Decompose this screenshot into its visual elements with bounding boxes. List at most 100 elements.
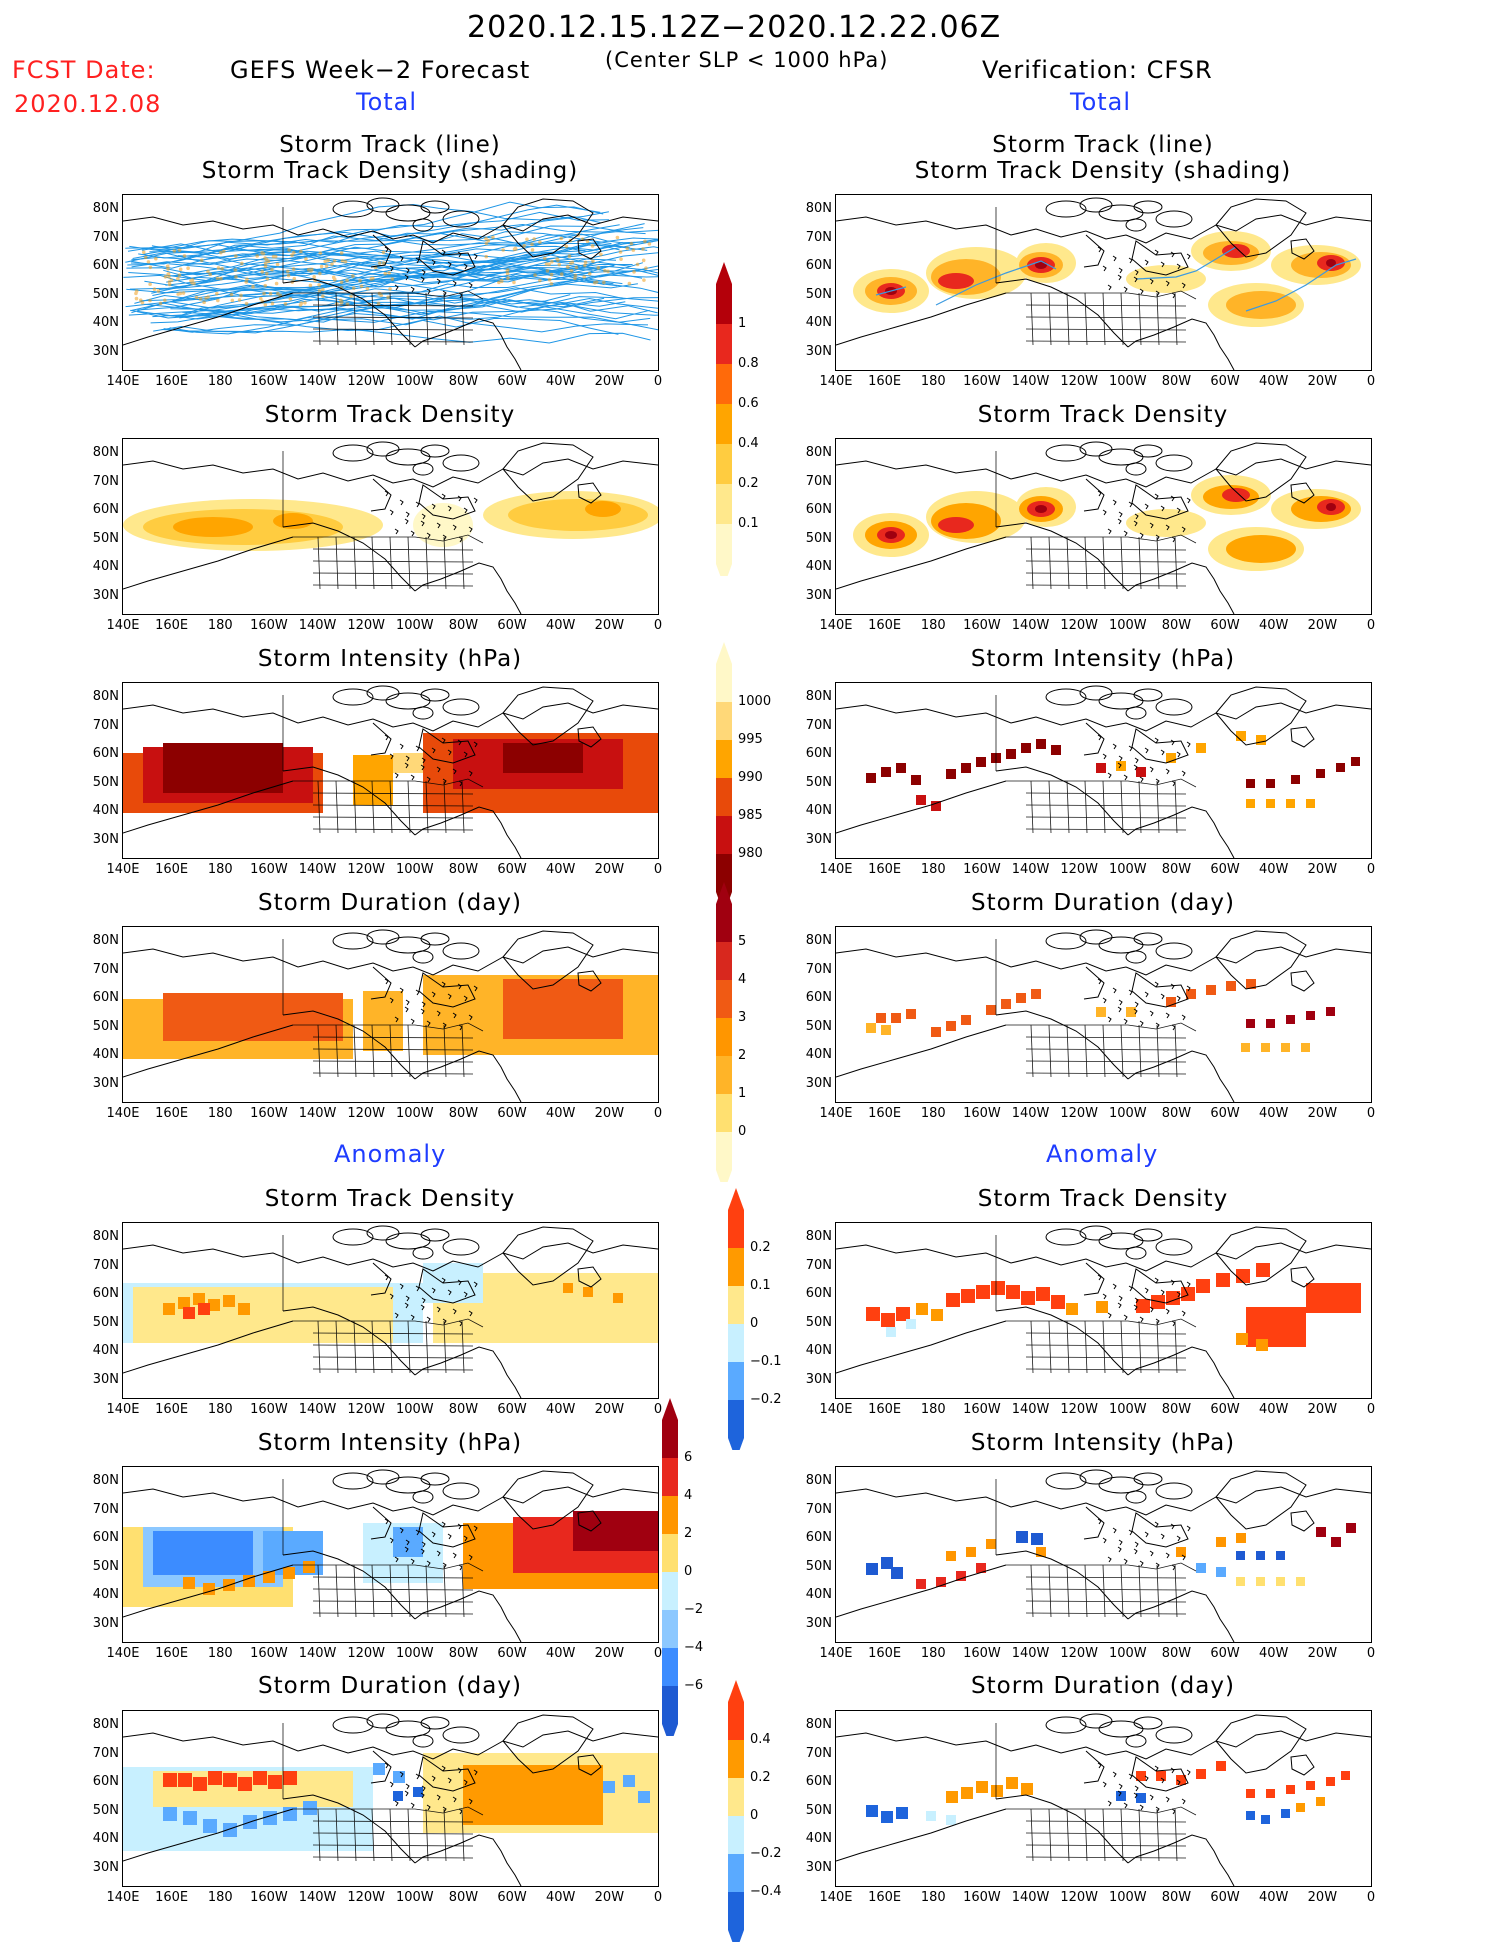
- lon-label: 140W: [1011, 1106, 1050, 1121]
- lat-label: 80N: [805, 201, 832, 216]
- map-track-verification: 80N 70N 60N 50N 40N 30N 140E 160E 180 160W 140W 120…: [806, 194, 1375, 389]
- colorbar-label: 0: [750, 1808, 759, 1823]
- lon-label: 180: [207, 1106, 233, 1121]
- colorbar-label: 1000: [738, 694, 772, 709]
- colorbar-label: −0.4: [750, 1884, 782, 1899]
- panel-title-duration-right: Storm Duration (day): [971, 890, 1235, 916]
- colorbar-label: 5: [738, 934, 747, 949]
- lat-label: 30N: [92, 1371, 119, 1387]
- lat-label: 80N: [92, 1717, 119, 1732]
- lon-label: 160W: [250, 618, 288, 633]
- lon-label: 80W: [448, 618, 479, 633]
- map-canvas: [836, 929, 1371, 1102]
- map-density-forecast: 80N 70N 60N 50N 40N 30N 140E 160E 180 160W 140W 120…: [93, 438, 662, 633]
- lon-label: 80W: [1161, 1402, 1192, 1417]
- colorbar-label: 1: [738, 316, 747, 331]
- lon-label: 140W: [1011, 618, 1050, 633]
- lon-label: 160E: [868, 618, 902, 633]
- lat-label: 80N: [805, 1717, 832, 1732]
- lon-label: 100W: [1108, 1890, 1147, 1905]
- map-intensity-forecast: 80N 70N 60N 50N 40N 30N 140E 160E 180 160W 140W 120…: [93, 682, 662, 877]
- lat-label: 40N: [805, 559, 832, 574]
- lat-label: 50N: [805, 1558, 832, 1574]
- lon-label: 140E: [819, 618, 853, 633]
- lon-label: 160W: [963, 1890, 1001, 1905]
- lon-label: 100W: [1108, 1646, 1147, 1661]
- lon-label: 160E: [155, 862, 189, 877]
- colorbar-label: 0: [684, 1564, 693, 1579]
- colorbar-svg: [728, 1680, 744, 1946]
- lon-label: 100W: [1108, 1402, 1147, 1417]
- lat-label: 50N: [805, 530, 832, 546]
- lon-label: 140E: [819, 1890, 853, 1905]
- lon-label: 140W: [298, 1106, 337, 1121]
- lat-label: 50N: [805, 774, 832, 790]
- lon-label: 0: [1366, 1890, 1376, 1905]
- lon-label: 40W: [1259, 1402, 1289, 1417]
- lat-label: 40N: [805, 1343, 832, 1358]
- lon-label: 120W: [347, 374, 385, 389]
- lat-label: 80N: [92, 1473, 119, 1488]
- lon-label: 180: [920, 1646, 946, 1661]
- lon-label: 140W: [1011, 862, 1050, 877]
- lon-label: 120W: [1060, 1890, 1098, 1905]
- lat-label: 60N: [805, 990, 832, 1005]
- lon-label: 120W: [1060, 1646, 1098, 1661]
- lon-label: 140E: [819, 374, 853, 389]
- lon-label: 60W: [497, 1402, 527, 1417]
- lon-label: 20W: [594, 1402, 625, 1417]
- map-intensity-anomaly-verification: 80N 70N 60N 50N 40N 30N 140E 160E 180 160W 140W 120…: [806, 1466, 1375, 1661]
- colorbar-label: 995: [738, 732, 763, 747]
- lon-label: 80W: [1161, 1646, 1192, 1661]
- lon-label: 120W: [1060, 1402, 1098, 1417]
- lon-label: 0: [1366, 1106, 1376, 1121]
- lon-label: 60W: [497, 1646, 527, 1661]
- lat-label: 50N: [92, 1314, 119, 1330]
- lon-label: 40W: [546, 374, 576, 389]
- lat-label: 40N: [92, 803, 119, 818]
- lat-label: 50N: [92, 774, 119, 790]
- lon-label: 100W: [395, 1106, 434, 1121]
- colorbar-label: 6: [684, 1450, 693, 1465]
- lat-label: 50N: [805, 1018, 832, 1034]
- colorbar-label: 1: [738, 1086, 747, 1101]
- lon-label: 40W: [546, 1402, 576, 1417]
- lon-label: 120W: [347, 862, 385, 877]
- lat-label: 60N: [805, 1774, 832, 1789]
- lon-label: 20W: [1307, 1646, 1338, 1661]
- lat-label: 50N: [92, 530, 119, 546]
- lat-label: 60N: [805, 1286, 832, 1301]
- lon-label: 0: [1366, 1646, 1376, 1661]
- panel-title-track-shading-right: Storm Track Density (shading): [914, 158, 1292, 184]
- colorbar-label: 0.2: [750, 1770, 771, 1785]
- lon-label: 160E: [868, 374, 902, 389]
- lon-label: 140W: [1011, 1402, 1050, 1417]
- lon-label: 120W: [1060, 618, 1098, 633]
- colorbar-duration-anomaly: 0.4 0.2 0 −0.2 −0.4: [728, 1680, 798, 1946]
- colorbar-svg: [716, 882, 732, 1192]
- lon-label: 140W: [1011, 1646, 1050, 1661]
- lon-label: 180: [920, 618, 946, 633]
- lon-label: 180: [207, 618, 233, 633]
- colorbar-svg: [728, 1188, 744, 1460]
- map-canvas: [836, 441, 1371, 614]
- map-density-verification: 80N 70N 60N 50N 40N 30N 140E 160E 180 160W 140W 120…: [806, 438, 1375, 633]
- lon-label: 60W: [497, 862, 527, 877]
- lon-label: 100W: [395, 1646, 434, 1661]
- lon-label: 60W: [497, 1106, 527, 1121]
- condition-text: (Center SLP < 1000 hPa): [605, 48, 889, 72]
- lat-label: 60N: [92, 1530, 119, 1545]
- colorbar-label: 4: [738, 972, 747, 987]
- lon-label: 80W: [1161, 374, 1192, 389]
- lat-label: 50N: [805, 286, 832, 302]
- lat-label: 40N: [92, 1831, 119, 1846]
- lat-label: 60N: [92, 1774, 119, 1789]
- colorbar-label: −0.2: [750, 1846, 782, 1861]
- lon-label: 140E: [106, 1106, 140, 1121]
- section-anomaly-right: Anomaly: [1046, 1140, 1159, 1168]
- lon-label: 60W: [497, 618, 527, 633]
- lat-label: 70N: [805, 717, 832, 733]
- lat-label: 80N: [92, 445, 119, 460]
- lon-label: 20W: [594, 862, 625, 877]
- lat-label: 70N: [805, 229, 832, 245]
